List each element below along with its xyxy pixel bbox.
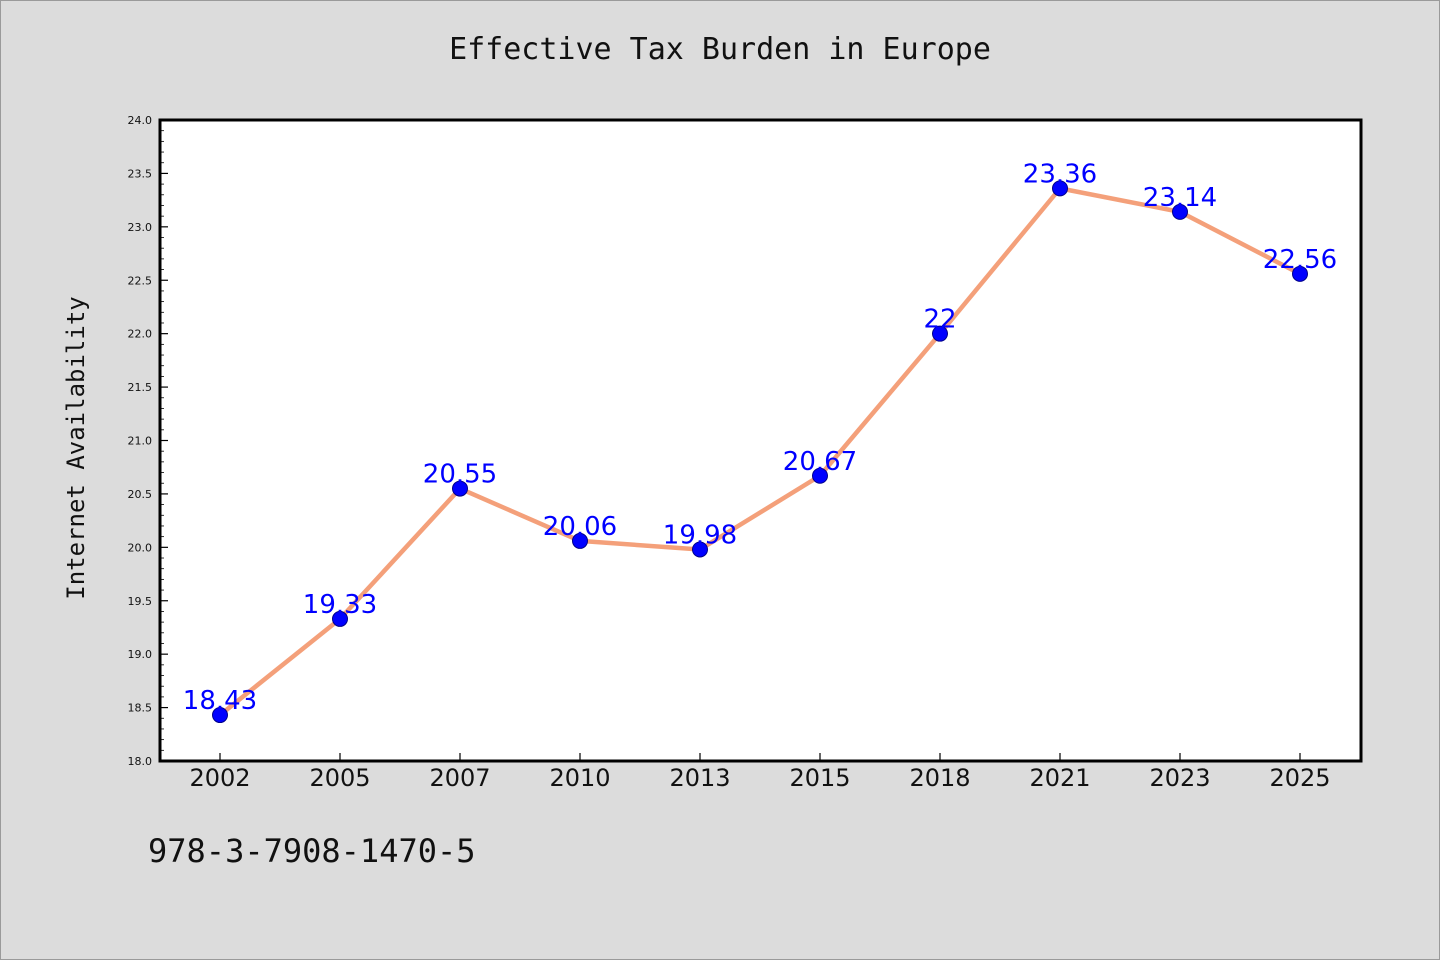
x-tick-label: 2005 (309, 764, 370, 792)
data-point (1052, 180, 1068, 197)
series-line (217, 186, 1303, 718)
data-label: 22 (923, 305, 956, 335)
x-tick-label: 2018 (909, 764, 970, 792)
x-tick-label: 2025 (1269, 764, 1330, 792)
data-label: 23.14 (1143, 183, 1217, 213)
data-point (932, 325, 948, 342)
y-tick-label: 23.5 (128, 167, 153, 180)
data-label: 23.36 (1023, 159, 1097, 189)
data-label: 20.55 (423, 460, 497, 490)
y-tick-label: 23.0 (128, 221, 153, 234)
data-label: 20.67 (783, 447, 857, 477)
y-tick-label: 18.5 (128, 702, 153, 715)
y-tick-label: 22.5 (128, 274, 153, 287)
data-point (572, 532, 588, 549)
data-label: 18.43 (183, 686, 257, 716)
y-tick-label: 19.0 (128, 648, 153, 661)
data-point (1292, 265, 1308, 282)
y-tick-label: 20.0 (128, 541, 153, 554)
y-tick-label: 21.5 (128, 381, 153, 394)
data-label: 20.06 (543, 512, 617, 542)
data-point (692, 541, 708, 558)
x-tick-label: 2013 (669, 764, 730, 792)
data-point (212, 707, 228, 724)
y-tick-label: 22.0 (128, 328, 153, 341)
x-tick-label: 2023 (1149, 764, 1210, 792)
x-tick-label: 2002 (189, 764, 250, 792)
data-point (1172, 203, 1188, 220)
data-point (332, 610, 348, 627)
y-tick-label: 21.0 (128, 435, 153, 448)
data-point (452, 480, 468, 497)
y-axis-ticks: 18.0 18.5 19.0 19.5 20.0 20.5 21.0 21.5 22.0 22.5… (128, 114, 168, 768)
data-label: 19.33 (303, 590, 377, 620)
data-markers (212, 180, 1308, 724)
y-tick-label: 20.5 (128, 488, 153, 501)
x-tick-label: 2010 (549, 764, 610, 792)
x-tick-label: 2007 (429, 764, 490, 792)
footer-code: 978-3-7908-1470-5 (148, 832, 476, 870)
x-axis-ticks: 2002 2005 2007 2010 2013 2015 2018 2021 2023 2025 (189, 753, 1331, 792)
chart-title: Effective Tax Burden in Europe (449, 32, 991, 67)
y-tick-label: 24.0 (128, 114, 153, 127)
y-tick-label: 18.0 (128, 755, 153, 768)
plot-border (158, 118, 1363, 763)
plot-area (160, 120, 1361, 761)
data-labels: 18.43 19.33 20.55 20.06 19.98 20.67 22 23.36 23.… (183, 159, 1337, 716)
y-axis-label: Internet Availability (62, 296, 90, 599)
x-tick-label: 2021 (1029, 764, 1090, 792)
data-label: 19.98 (663, 520, 737, 550)
x-tick-label: 2015 (789, 764, 850, 792)
data-point (812, 467, 828, 484)
y-tick-label: 19.5 (128, 595, 153, 608)
data-label: 22.56 (1263, 245, 1337, 275)
